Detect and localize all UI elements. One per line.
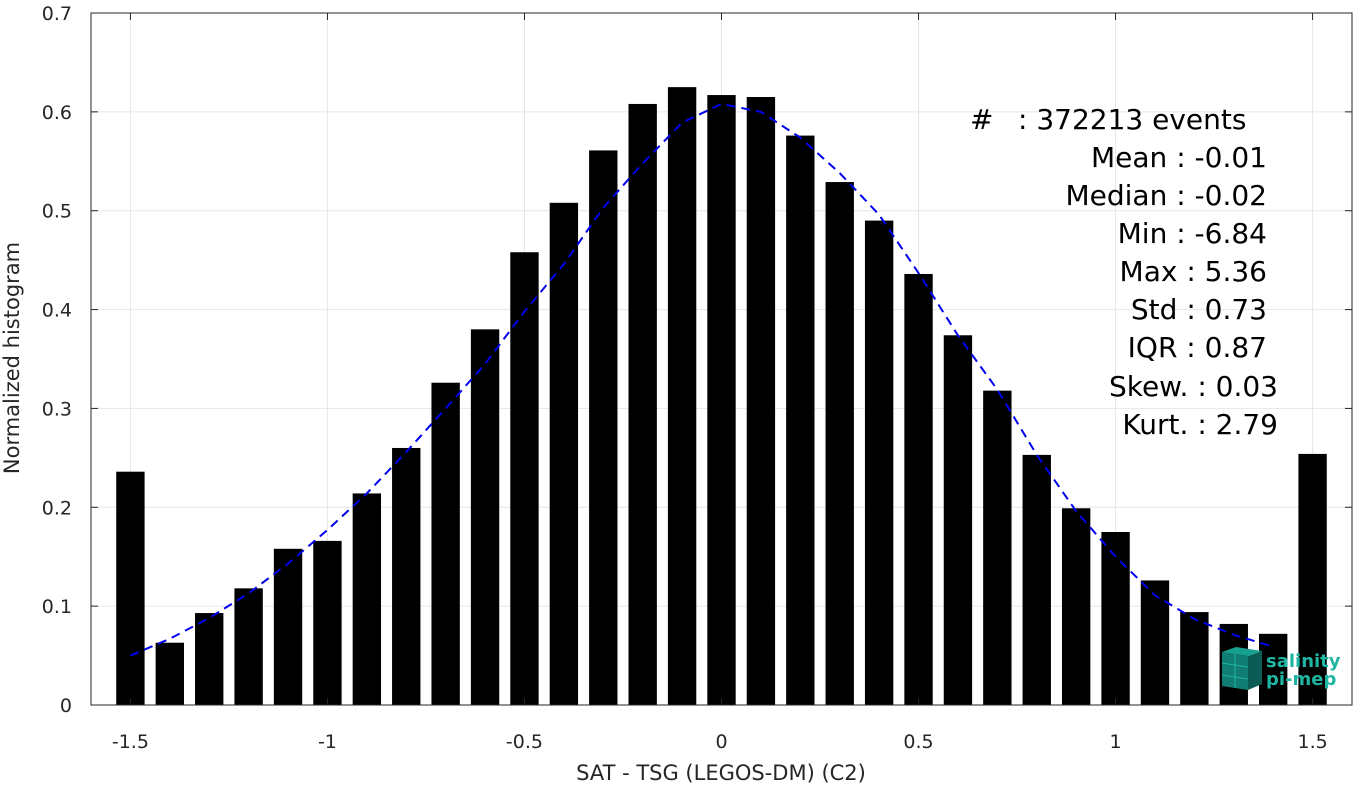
- salinity-pimep-logo: salinity pi-mep: [1221, 647, 1341, 690]
- histogram-bar: [431, 382, 460, 705]
- histogram-bar: [667, 87, 697, 705]
- y-tick-label: 0.3: [42, 398, 72, 420]
- y-axis-ticks: 0 0.1 0.2 0.3 0.4 0.5 0.6 0.7: [42, 3, 1352, 717]
- y-tick-label: 0.5: [42, 201, 72, 223]
- histogram-bar: [1061, 508, 1091, 705]
- x-tick-label: -1: [318, 731, 337, 753]
- histogram-bar: [904, 273, 933, 705]
- histogram-bar: [549, 202, 579, 705]
- stats-std: Std : 0.73: [1131, 293, 1267, 326]
- x-tick-label: 0: [715, 731, 727, 753]
- histogram-bar: [746, 97, 776, 706]
- histogram-bar: [589, 150, 618, 705]
- histogram-bar: [786, 135, 815, 705]
- histogram-bar: [234, 588, 263, 705]
- stats-count-value: : 372213 events: [1018, 103, 1246, 136]
- stats-mean: Mean : -0.01: [1091, 141, 1267, 174]
- histogram-bar: [1140, 580, 1170, 705]
- histogram-bar: [1259, 633, 1288, 705]
- histogram-bar: [864, 220, 894, 705]
- y-tick-label: 0.2: [42, 497, 72, 519]
- x-axis-ticks: -1.5 -1 -0.5 0 0.5 1 1.5: [112, 13, 1328, 753]
- y-tick-label: 0: [60, 695, 72, 717]
- logo-text-line1: salinity: [1266, 651, 1341, 672]
- histogram-bar: [707, 95, 736, 705]
- histogram-bars: [116, 87, 1327, 706]
- x-tick-label: 0.5: [903, 731, 933, 753]
- histogram-bar: [983, 390, 1012, 705]
- normal-fit-curve: [130, 102, 1274, 657]
- stats-skew: Skew. : 0.03: [1109, 370, 1278, 403]
- histogram-bar: [943, 335, 973, 705]
- logo-cube-icon: [1221, 647, 1262, 690]
- x-tick-label: -0.5: [506, 731, 543, 753]
- stats-annotation: # : 372213 events Mean : -0.01 Median : …: [970, 103, 1278, 441]
- histogram-bar: [470, 329, 500, 705]
- histogram-bar: [392, 447, 421, 705]
- histogram-bar: [273, 548, 303, 705]
- histogram-bar: [313, 540, 342, 705]
- y-tick-label: 0.1: [42, 596, 72, 618]
- histogram-bar: [1022, 454, 1051, 705]
- x-axis-title: SAT - TSG (LEGOS-DM) (C2): [576, 761, 866, 785]
- y-axis-title: Normalized histogram: [0, 242, 24, 474]
- histogram-bar: [195, 613, 224, 705]
- histogram-bar: [1101, 532, 1130, 705]
- stats-iqr: IQR : 0.87: [1128, 331, 1267, 364]
- y-tick-label: 0.4: [42, 300, 72, 322]
- x-tick-label: 1.5: [1297, 731, 1327, 753]
- stats-kurt: Kurt. : 2.79: [1122, 408, 1278, 441]
- stats-min: Min : -6.84: [1118, 217, 1267, 250]
- x-tick-label: 1: [1110, 731, 1122, 753]
- histogram-bar: [628, 103, 657, 706]
- stats-max: Max : 5.36: [1120, 255, 1267, 288]
- histogram-bar: [352, 493, 382, 705]
- histogram-bar: [1298, 453, 1327, 705]
- histogram-bar: [1180, 612, 1209, 705]
- histogram-bar: [510, 252, 539, 705]
- y-tick-label: 0.6: [42, 102, 72, 124]
- stats-median: Median : -0.02: [1065, 179, 1267, 212]
- histogram-bar: [116, 471, 145, 705]
- y-tick-label: 0.7: [42, 3, 72, 25]
- histogram-bar: [155, 642, 184, 705]
- stats-count-label: #: [970, 103, 993, 136]
- histogram-bar: [825, 182, 854, 705]
- x-tick-label: -1.5: [112, 731, 149, 753]
- logo-text-line2: pi-mep: [1266, 669, 1336, 690]
